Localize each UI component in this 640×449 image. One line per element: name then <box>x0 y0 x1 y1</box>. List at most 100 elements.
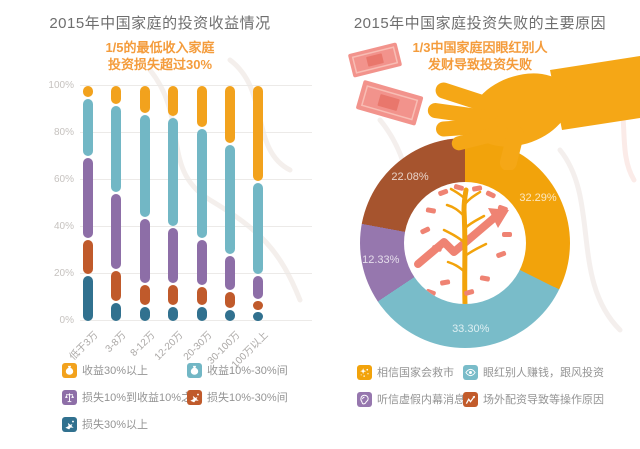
bar-segment <box>168 284 179 306</box>
eye-icon <box>463 364 478 380</box>
scales-icon <box>62 389 77 405</box>
bar-segment <box>253 183 264 275</box>
bar-column <box>83 86 93 321</box>
bar-segment <box>111 194 122 270</box>
legend-item-insider: 听信虚假内幕消息 <box>357 391 465 407</box>
bar-segment <box>225 86 235 143</box>
bar-segment <box>139 115 150 218</box>
bar-segment <box>225 144 235 254</box>
bar-segment <box>253 276 264 299</box>
bar-segment <box>225 291 235 308</box>
legend-label: 收益30%以上 <box>82 365 149 377</box>
banknote-leaves <box>420 184 512 296</box>
legend-label: 眼红别人赚钱，跟风投资 <box>483 367 604 379</box>
bar-segment <box>111 106 122 193</box>
money-bag-icon <box>62 362 77 378</box>
donut-chart-subtitle-line2: 发财导致投资失败 <box>427 57 532 72</box>
bar-column <box>111 86 122 321</box>
slice-value-label: 22.08% <box>391 170 429 183</box>
bar-segment <box>196 239 207 286</box>
bar-segment <box>196 128 207 238</box>
rising-arrow-icon <box>414 208 509 268</box>
legend-label: 损失30%以上 <box>82 419 149 431</box>
legend-item-loss10to30: 损失10%-30%间 <box>187 389 288 405</box>
falling-person-icon <box>187 389 202 405</box>
bar-segment <box>253 86 264 182</box>
x-axis-label: 低于3万 <box>67 329 101 363</box>
bar-column <box>253 86 264 321</box>
slice-value-label: 12.33% <box>362 254 400 267</box>
gridline <box>80 273 312 274</box>
legend-item-neutral: 损失10%到收益10%之间 <box>62 389 203 405</box>
legend-item-envy: 眼红别人赚钱，跟风投资 <box>463 364 604 380</box>
y-axis-tick: 0% <box>59 315 74 326</box>
legend-label: 相信国家会救市 <box>377 367 454 379</box>
bar-column <box>225 86 235 321</box>
gridline <box>80 85 312 86</box>
y-axis-tick: 80% <box>53 127 74 138</box>
bar-segment <box>168 86 179 116</box>
x-axis-label: 12-20万 <box>152 329 186 363</box>
bar-segment <box>196 307 207 321</box>
slice-value-label: 32.29% <box>519 191 557 204</box>
tree-trunk <box>442 187 488 304</box>
bar-segment <box>139 284 150 306</box>
x-axis-label: 3-8万 <box>103 329 129 355</box>
bar-segment <box>168 228 179 283</box>
legend-item-loss30plus: 损失30%以上 <box>62 416 148 432</box>
chart-line-icon <box>463 391 478 407</box>
bar-segment <box>253 311 264 321</box>
bar-segment <box>196 287 207 306</box>
y-axis-tick: 20% <box>53 268 74 279</box>
gridline <box>80 320 312 321</box>
sparkle-stars-icon <box>357 364 372 380</box>
bar-plot: 100% 80% 60% 40% 20% 0% 低于3万 3-8万 8-12万 12-20万 20-… <box>0 80 320 371</box>
bar-segment <box>139 219 150 283</box>
bar-segment <box>111 302 122 321</box>
bar-segment <box>196 86 207 127</box>
legend-label: 损失10%到收益10%之间 <box>82 392 204 404</box>
bar-column <box>168 86 179 322</box>
bar-segment <box>139 86 150 114</box>
legend-item-leverage: 场外配资导致等操作原因 <box>463 391 604 407</box>
y-axis-tick: 100% <box>48 80 74 91</box>
money-bag-icon <box>187 362 202 378</box>
gridline <box>80 179 312 180</box>
bar-segment <box>225 255 235 290</box>
gridline <box>80 132 312 133</box>
legend-label: 损失10%-30%间 <box>207 392 288 404</box>
bar-segment <box>83 158 93 238</box>
bar-chart-panel: 2015年中国家庭的投资收益情况 1/5的最低收入家庭 投资损失超过30% 10… <box>0 15 320 432</box>
slice-value-label: 33.30% <box>452 322 490 335</box>
bar-segment <box>168 117 179 227</box>
bar-segment <box>83 239 93 274</box>
y-axis-tick: 60% <box>53 174 74 185</box>
ear-icon <box>357 391 372 407</box>
gridline <box>80 226 312 227</box>
bar-chart-subtitle-line2: 投资损失超过30% <box>107 57 213 72</box>
legend-label: 场外配资导致等操作原因 <box>483 394 604 406</box>
legend-item-rescue: 相信国家会救市 <box>357 364 454 380</box>
legend-item-gain30plus: 收益30%以上 <box>62 362 148 378</box>
legend-label: 听信虚假内幕消息 <box>377 394 465 406</box>
bar-segment <box>139 307 150 322</box>
bar-segment <box>253 300 264 310</box>
bar-segment <box>111 86 122 105</box>
donut-chart-subtitle-line1: 1/3中国家庭因眼红别人 <box>412 40 548 55</box>
bar-chart-subtitle-line1: 1/5的最低收入家庭 <box>105 40 215 55</box>
bar-segment <box>168 307 179 322</box>
bar-column <box>196 86 207 321</box>
bar-segment <box>83 86 93 98</box>
legend-item-gain10to30: 收益10%-30%间 <box>187 362 288 378</box>
bar-segment <box>225 309 235 321</box>
bar-segment <box>83 99 93 157</box>
money-tree-illustration <box>414 184 512 304</box>
bar-column <box>139 86 150 322</box>
bar-chart-title: 2015年中国家庭的投资收益情况 <box>49 15 271 32</box>
bar-segment <box>111 271 122 301</box>
falling-person-icon <box>62 416 77 432</box>
legend-label: 收益10%-30%间 <box>207 365 288 377</box>
donut-chart-title: 2015年中国家庭投资失败的主要原因 <box>353 15 607 32</box>
y-axis-tick: 40% <box>53 221 74 232</box>
